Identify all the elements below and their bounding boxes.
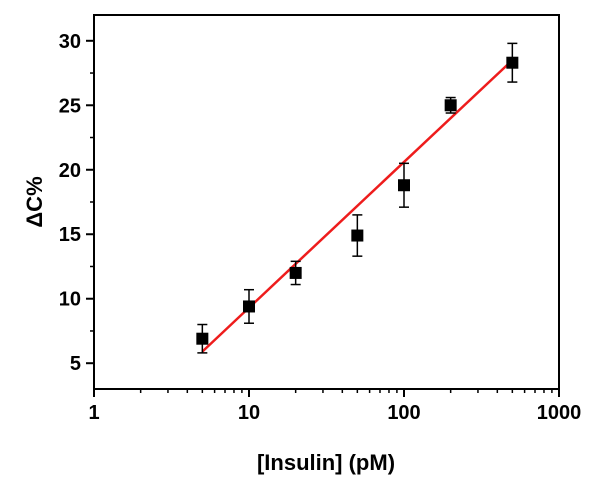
y-axis-title: ΔC% — [22, 176, 47, 227]
y-tick-label: 20 — [59, 160, 81, 182]
x-axis-title: [Insulin] (pM) — [257, 450, 395, 475]
y-tick-label: 15 — [59, 224, 81, 246]
y-tick-label: 25 — [59, 95, 81, 117]
x-tick-label: 100 — [387, 402, 420, 424]
data-point — [506, 56, 519, 69]
x-axis: 1 10 100 1000 — [88, 389, 581, 424]
data-point — [444, 99, 457, 112]
x-tick-label: 1 — [88, 402, 99, 424]
data-point — [243, 300, 255, 313]
data-point — [398, 179, 410, 192]
y-tick-label: 10 — [59, 289, 81, 311]
y-tick-label: 30 — [59, 31, 81, 53]
y-axis: 5 10 15 20 25 30 — [59, 31, 94, 375]
plot-area — [93, 14, 560, 390]
data-point — [196, 332, 209, 345]
x-tick-label: 1000 — [537, 402, 582, 424]
data-point — [351, 229, 364, 242]
y-tick-label: 5 — [70, 353, 81, 375]
data-point — [289, 266, 302, 279]
data-points — [196, 42, 519, 354]
x-tick-label: 10 — [238, 402, 260, 424]
